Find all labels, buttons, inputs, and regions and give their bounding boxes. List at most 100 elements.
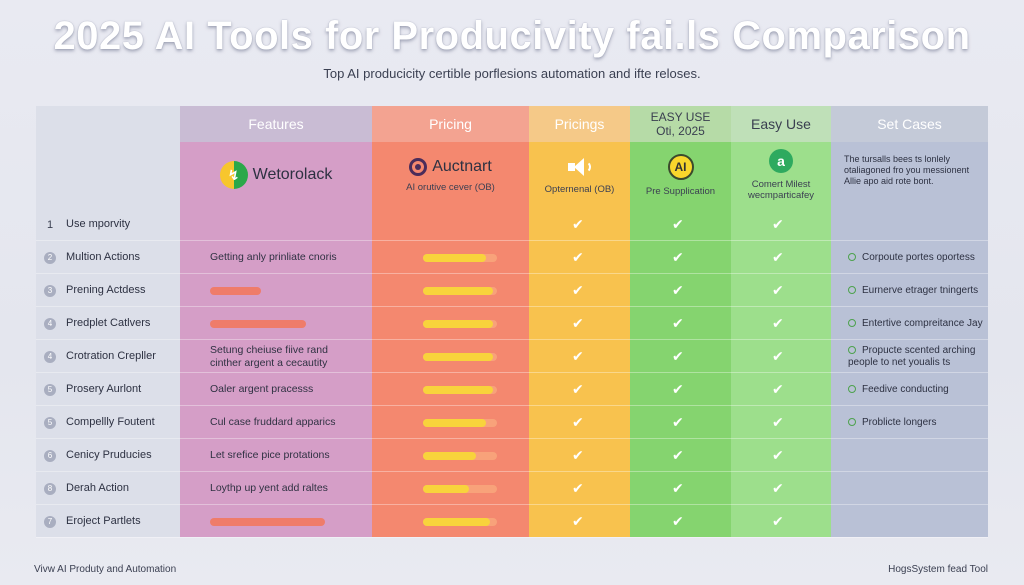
row-separator — [36, 537, 988, 538]
brand-name: Wetorolack — [252, 166, 333, 183]
check-icon: ✔ — [572, 512, 584, 529]
row-label: Prening Actdess — [66, 283, 146, 296]
brand-name: Auctnart — [432, 157, 492, 175]
row-number: 1 — [46, 218, 54, 231]
table-row[interactable]: 7 Eroject Partlets ✔ ✔ ✔ — [36, 505, 988, 538]
set-case-item: Problicte longers — [848, 417, 988, 429]
pricing-bar-fill — [423, 352, 494, 361]
check-icon: ✔ — [772, 215, 784, 232]
column-set-cases-bg — [831, 106, 988, 537]
feature-bar — [210, 319, 306, 328]
table-row[interactable]: 4 Crotration Crepller Setung cheiuse fiive… — [36, 340, 988, 373]
pricing-bar — [423, 352, 497, 361]
row-label: Cenicy Pruducies — [66, 448, 152, 461]
header-easy-use[interactable]: Easy Use — [731, 106, 831, 142]
set-case-item: Propucte scented arching people to net y… — [848, 345, 988, 369]
feature-text: Getting anly prinliate cnoris — [210, 251, 337, 263]
row-separator — [36, 273, 988, 274]
check-icon: ✔ — [672, 446, 684, 463]
check-icon: ✔ — [572, 479, 584, 496]
check-icon: ✔ — [672, 479, 684, 496]
table-row[interactable]: 6 Cenicy Pruducies Let srefice pice protat… — [36, 439, 988, 472]
brand-subtitle: Pre Supplication — [645, 185, 716, 197]
header-set-cases[interactable]: Set Cases — [831, 106, 988, 142]
column-pricings-bg — [529, 106, 630, 537]
pricing-bar-fill — [423, 451, 477, 460]
check-icon: ✔ — [572, 314, 584, 331]
check-icon: ✔ — [772, 281, 784, 298]
check-circle-icon — [848, 345, 856, 354]
check-icon: ✔ — [572, 215, 584, 232]
brand-a[interactable]: a Comert Milest wecmparticafey — [731, 142, 831, 208]
pricing-bar — [423, 418, 497, 427]
brand-subtitle: Opternenal (OB) — [544, 183, 615, 195]
check-icon: ✔ — [772, 413, 784, 430]
row-number: 6 — [44, 449, 56, 462]
check-icon: ✔ — [572, 380, 584, 397]
row-number: 7 — [44, 515, 56, 528]
row-number: 8 — [44, 482, 56, 495]
row-label: Multion Actions — [66, 250, 140, 263]
header-features[interactable]: Features — [180, 106, 372, 142]
table-row[interactable]: 8 Derah Action Loythp up yent add raltes ✔ ✔… — [36, 472, 988, 505]
set-case-item: Feedive conducting — [848, 384, 988, 396]
pricing-bar — [423, 286, 497, 295]
header-easy-use-2025[interactable]: EASY USE Oti, 2025 — [630, 106, 731, 142]
check-circle-icon — [848, 384, 856, 393]
check-icon: ✔ — [672, 347, 684, 364]
brand-subtitle: Comert Milest wecmparticafey — [748, 179, 814, 201]
row-separator — [36, 405, 988, 406]
table-row[interactable]: 3 Prening Actdess ✔ ✔ ✔ Eurnerve etrager tnin… — [36, 274, 988, 307]
row-number: 4 — [44, 317, 56, 330]
feature-bar — [210, 517, 325, 526]
column-easy-use-bg — [731, 106, 831, 537]
row-number: 4 — [44, 350, 56, 363]
pricing-bar — [423, 451, 497, 460]
pricing-bar-fill — [423, 517, 490, 526]
feature-text: Let srefice pice protations — [210, 449, 330, 461]
row-separator — [36, 471, 988, 472]
comparison-table: Features Pricing Pricings EASY USE Oti, … — [36, 106, 988, 538]
check-icon: ✔ — [672, 413, 684, 430]
table-row[interactable]: 4 Predplet Catlvers ✔ ✔ ✔ Entertive compreita… — [36, 307, 988, 340]
row-label: Compellly Foutent — [66, 415, 155, 428]
pricing-bar-fill — [423, 385, 494, 394]
check-icon: ✔ — [672, 248, 684, 265]
set-case-text: Eurnerve etrager tningerts — [862, 284, 979, 296]
check-icon: ✔ — [672, 281, 684, 298]
check-icon: ✔ — [672, 512, 684, 529]
brand-wetorolack[interactable]: ↯ Wetorolack — [180, 142, 372, 208]
header-pricings[interactable]: Pricings — [529, 106, 630, 142]
header-pricing[interactable]: Pricing — [372, 106, 529, 142]
check-circle-icon — [848, 417, 856, 426]
brand-speaker[interactable]: Opternenal (OB) — [529, 142, 630, 208]
set-cases-note: The tursalls bees ts lonlely otaliagoned… — [844, 154, 970, 186]
brand-subtitle: AI orutive cever (OB) — [406, 181, 495, 193]
set-case-item: Entertive compreitance Jay — [848, 318, 988, 330]
row-label: Derah Action — [66, 481, 129, 494]
pricing-bar — [423, 319, 497, 328]
check-circle-icon — [848, 318, 856, 327]
brand-ai[interactable]: AI Pre Supplication — [630, 142, 731, 208]
check-icon: ✔ — [572, 248, 584, 265]
feature-text: Cul case fruddard apparics — [210, 416, 336, 428]
brand-auctnart[interactable]: Auctnart AI orutive cever (OB) — [372, 142, 529, 208]
set-case-item: Eurnerve etrager tningerts — [848, 285, 988, 297]
table-row[interactable]: 5 Prosery Aurlont Oaler argent pracesss ✔ ✔ ✔… — [36, 373, 988, 406]
row-number: 3 — [44, 284, 56, 297]
pricing-bar — [423, 517, 497, 526]
row-separator — [36, 306, 988, 307]
auctnart-logo-icon — [409, 157, 428, 176]
set-case-text: Entertive compreitance Jay — [862, 317, 983, 329]
table-row[interactable]: 5 Compellly Foutent Cul case fruddard appa… — [36, 406, 988, 439]
table-row[interactable]: 1 Use mporvity ✔ ✔ ✔ — [36, 208, 988, 241]
page-title: 2025 AI Tools for Producivity fai.ls Com… — [53, 14, 971, 58]
row-number: 5 — [44, 416, 56, 429]
footer-left: Vivw AI Produty and Automation — [34, 564, 177, 575]
pricing-bar-fill — [423, 484, 469, 493]
row-label: Use mporvity — [66, 217, 131, 230]
row-label: Prosery Aurlont — [66, 382, 142, 395]
pricing-bar-fill — [423, 418, 486, 427]
feature-text: Setung cheiuse fiive rand cinther argent… — [210, 343, 328, 369]
table-row[interactable]: 2 Multion Actions Getting anly prinliate c… — [36, 241, 988, 274]
